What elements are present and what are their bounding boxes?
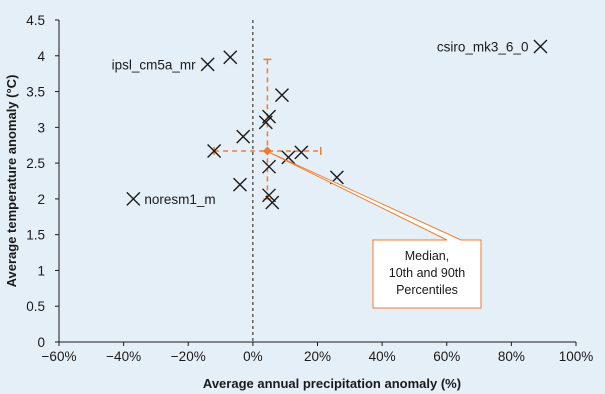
x-tick-label: 0% (243, 349, 263, 364)
data-point-marker (200, 57, 215, 72)
data-point-marker (294, 145, 309, 160)
data-point-marker (232, 177, 247, 192)
data-point-marker (274, 88, 289, 103)
data-point-marker (262, 188, 277, 203)
point-label: csiro_mk3_6_0 (437, 39, 529, 54)
point-labels: ipsl_cm5a_mr csiro_mk3_6_0 noresm1_m (112, 39, 529, 206)
data-point-marker (258, 115, 273, 130)
y-tick-label: 3.5 (26, 85, 45, 100)
x-tick-label: 80% (498, 349, 525, 364)
y-tick-label: 2.5 (26, 156, 45, 171)
data-point-marker (236, 129, 251, 144)
point-label: ipsl_cm5a_mr (112, 57, 197, 72)
median-callout: Median, 10th and 90th Percentiles (262, 146, 482, 309)
callout-text-line: Percentiles (396, 283, 458, 297)
data-point-marker (126, 191, 141, 206)
data-points (126, 39, 548, 210)
data-point-marker (223, 50, 238, 65)
x-tick-label: −60% (42, 349, 77, 364)
data-point-marker (281, 150, 296, 165)
x-axis-title: Average annual precipitation anomaly (%) (203, 376, 461, 391)
x-tick-label: 60% (433, 349, 460, 364)
data-point-marker (265, 195, 280, 210)
point-label: noresm1_m (144, 192, 215, 207)
y-tick-label: 4.5 (26, 13, 45, 28)
y-tick-label: 3 (37, 120, 45, 135)
y-tick-label: 4 (37, 49, 45, 64)
y-tick-label: 0.5 (26, 299, 45, 314)
data-point-marker (207, 143, 222, 158)
x-tick-label: 40% (369, 349, 396, 364)
y-axis-title: Average temperature anomaly (°C) (4, 75, 19, 288)
x-tick-label: 100% (559, 349, 594, 364)
y-tick-label: 1 (37, 263, 45, 278)
x-tick-label: −40% (106, 349, 141, 364)
x-tick-label: −20% (171, 349, 206, 364)
x-tick-label: 20% (304, 349, 331, 364)
data-point-marker (262, 159, 277, 174)
callout-box (268, 151, 482, 309)
y-tick-label: 2 (37, 192, 45, 207)
callout-text-line: Median, (405, 249, 449, 263)
data-point-marker (533, 39, 548, 54)
callout-text-line: 10th and 90th (389, 266, 466, 280)
tick-labels: −60% −40% −20% 0% 20% 40% 60% 80% 100% 0 0.5 1 1.5 2 2… (26, 13, 593, 364)
median-marker (262, 146, 272, 156)
y-tick-label: 0 (37, 335, 45, 350)
y-tick-label: 1.5 (26, 228, 45, 243)
